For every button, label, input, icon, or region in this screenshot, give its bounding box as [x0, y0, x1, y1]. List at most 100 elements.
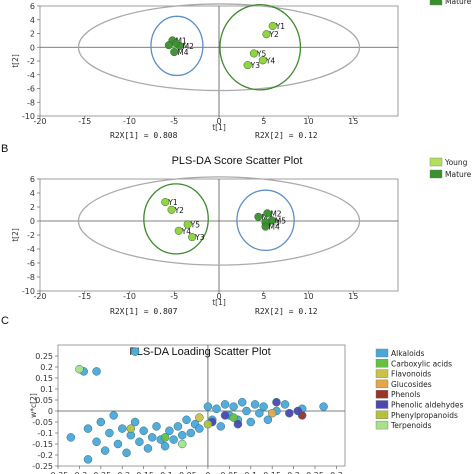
data-point	[263, 209, 272, 218]
data-point	[164, 41, 173, 50]
confidence-ellipse	[236, 189, 295, 252]
x-tick-label: 0.25	[306, 471, 324, 474]
data-point	[229, 402, 238, 411]
panel-label: B	[1, 143, 8, 155]
point-label: Y1	[167, 198, 178, 207]
data-point	[174, 226, 183, 235]
data-point	[75, 364, 84, 374]
data-point	[237, 397, 247, 407]
legend-label: Young	[444, 158, 468, 167]
confidence-ellipse	[77, 3, 361, 92]
x-tick-label: 0.05	[220, 471, 238, 474]
r2x-footer: R2X[2] = 0.12	[255, 307, 318, 316]
data-point	[268, 21, 277, 30]
point-label: M2	[183, 42, 194, 51]
data-point	[319, 402, 328, 411]
y-tick-label: 0.2	[40, 363, 53, 372]
y-tick-label: 0	[30, 217, 35, 226]
x-axis-label: t[1]	[212, 298, 226, 307]
data-point	[250, 400, 260, 409]
point-label: Y5	[190, 221, 201, 230]
legend-label: Carboxylic acids	[391, 359, 452, 368]
panel-label: C	[1, 315, 9, 327]
data-point	[242, 406, 251, 416]
y-tick-label: -6	[27, 259, 35, 268]
data-point	[246, 417, 256, 427]
x-tick-label: 0.1	[244, 471, 257, 474]
x-tick-label: 10	[303, 292, 313, 301]
legend-swatch	[375, 410, 389, 419]
data-point	[92, 367, 101, 376]
data-point	[195, 413, 204, 422]
data-point	[255, 408, 264, 418]
data-point	[173, 422, 183, 431]
r2x-footer: R2X[1] = 0.807	[110, 307, 178, 316]
confidence-ellipse	[77, 176, 361, 266]
data-point	[258, 56, 267, 65]
y-tick-label: 6	[30, 175, 35, 184]
data-point	[122, 448, 131, 458]
data-point	[285, 408, 294, 418]
point-label: M4	[269, 223, 280, 232]
x-tick-label: -15	[78, 292, 91, 301]
data-point	[220, 411, 230, 420]
chart-panel-3: -0.35-0.3-0.25-0.2-0.15-0.1-0.0500.050.1…	[1, 315, 464, 474]
legend-swatch	[375, 400, 389, 409]
chart-panel-1: -20 -15 -10 -5 0 5 10 15 6 4 2 0 -2 -4 -6 -8 -10 t[1] t[2]…	[11, 0, 472, 140]
y-tick-label: 6	[30, 2, 35, 11]
y-tick-label: 4	[30, 16, 35, 25]
data-point	[143, 444, 153, 453]
data-point	[135, 437, 144, 447]
data-point	[96, 417, 106, 427]
y-tick-label: -0.25	[32, 462, 53, 471]
data-point	[243, 61, 252, 70]
x-tick-label: 0.3	[330, 471, 343, 474]
x-tick-label: 0	[216, 292, 221, 301]
x-tick-label: 10	[303, 117, 313, 126]
legend-label: Flavonoids	[391, 370, 431, 379]
data-point	[83, 424, 93, 433]
point-label: M5	[275, 216, 286, 225]
data-point	[186, 428, 196, 438]
confidence-ellipse	[219, 3, 302, 91]
data-point	[267, 408, 277, 418]
data-point	[212, 404, 221, 414]
y-tick-label: 0.05	[35, 396, 53, 405]
y-tick-label: -2	[27, 57, 35, 66]
x-tick-label: 5	[261, 292, 266, 301]
data-point	[170, 48, 179, 57]
legend-swatch	[375, 390, 389, 399]
point-label: M4	[177, 48, 188, 57]
data-point	[182, 415, 191, 425]
point-label: Y1	[275, 22, 286, 31]
data-point	[165, 426, 174, 436]
x-tick-label: -20	[33, 117, 46, 126]
data-point	[109, 411, 118, 420]
x-tick-label: -5	[170, 117, 178, 126]
data-point	[261, 222, 270, 231]
data-point	[139, 426, 148, 436]
chart-title: PLS-DA Loading Scatter Plot	[129, 346, 270, 358]
x-tick-label: -0.05	[176, 471, 197, 474]
point-label: Y3	[250, 61, 261, 70]
point-label: Y4	[181, 227, 192, 236]
legend-label: Glucosides	[391, 380, 432, 389]
data-point	[263, 415, 273, 425]
data-point	[169, 435, 178, 444]
y-tick-label: -0.1	[37, 429, 53, 438]
y-tick-label: -10	[22, 287, 35, 296]
y-tick-label: 0.25	[35, 352, 53, 361]
y-tick-label: 2	[30, 30, 35, 39]
legend-label: Phenylpropanoids	[391, 411, 458, 420]
x-tick-label: 0.15	[263, 471, 281, 474]
chart-title: PLS-DA Score Scatter Plot	[172, 155, 303, 167]
y-tick-label: -0.15	[32, 440, 53, 449]
y-tick-label: 4	[30, 189, 35, 198]
legend-label: Terpenoids	[390, 421, 432, 430]
x-tick-label: -0.1	[157, 471, 173, 474]
data-point	[130, 347, 140, 356]
x-tick-label: -10	[123, 117, 136, 126]
x-axis-label: t[1]	[212, 123, 226, 132]
data-point	[229, 413, 238, 422]
